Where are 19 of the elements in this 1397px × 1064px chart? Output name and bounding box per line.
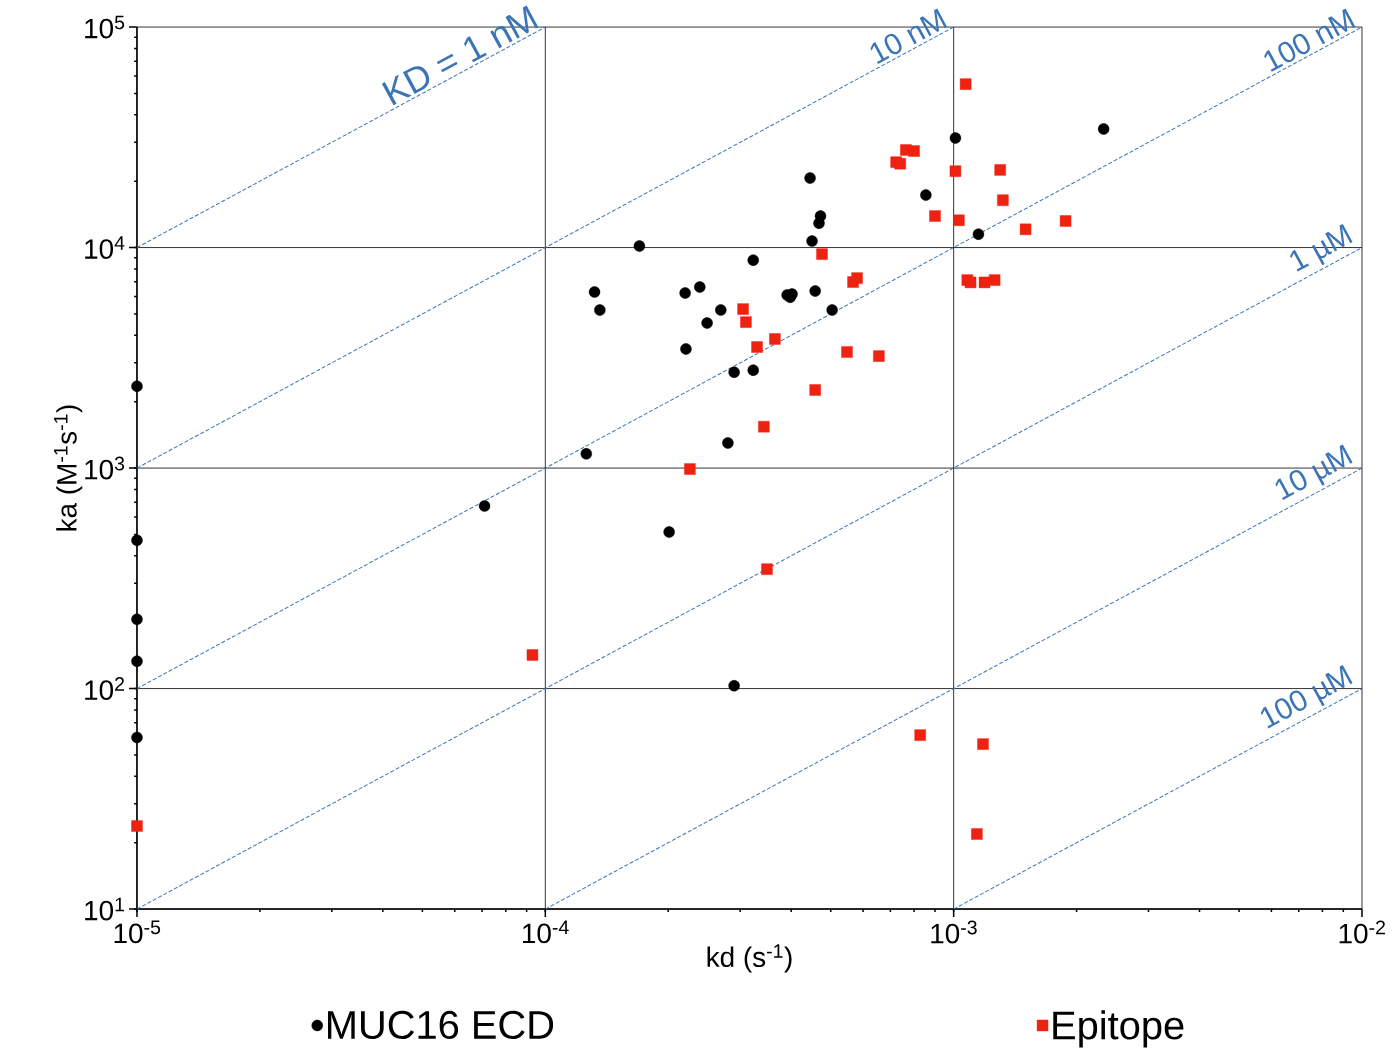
text: 10 µM — [1275, 444, 1353, 500]
x-tick-label: 10$^{-5}$ — [114, 920, 161, 944]
legend-label: MUC16 ECD — [328, 1010, 554, 1039]
text: 100 nM — [1264, 8, 1356, 72]
text: 10 nM — [870, 8, 947, 64]
x-tick-label: 10$^{-3}$ — [931, 920, 977, 944]
x-tick-label: 10$^{-4}$ — [523, 920, 569, 944]
y-tick-label: 10$^{1}$ — [85, 897, 125, 921]
y-tick-label: 10$^{4}$ — [85, 236, 125, 259]
y-tick-label: 10$^{2}$ — [85, 677, 124, 700]
legend-label: Epitope — [1053, 1010, 1184, 1048]
y-tick-label: 10$^{3}$ — [85, 456, 125, 480]
text: 1 µM — [1290, 223, 1353, 272]
y-tick-label: 10$^{5}$ — [85, 15, 125, 39]
x-tick-label: 10$^{-2}$ — [1339, 920, 1385, 944]
y-axis-title: ka (M$^{-1}$s$^{-1}$) — [54, 405, 83, 531]
text: KD = 1 nM — [381, 5, 539, 106]
text: 100 µM — [1260, 664, 1353, 729]
x-axis-title: kd (s$^{-1}$) — [707, 944, 792, 973]
